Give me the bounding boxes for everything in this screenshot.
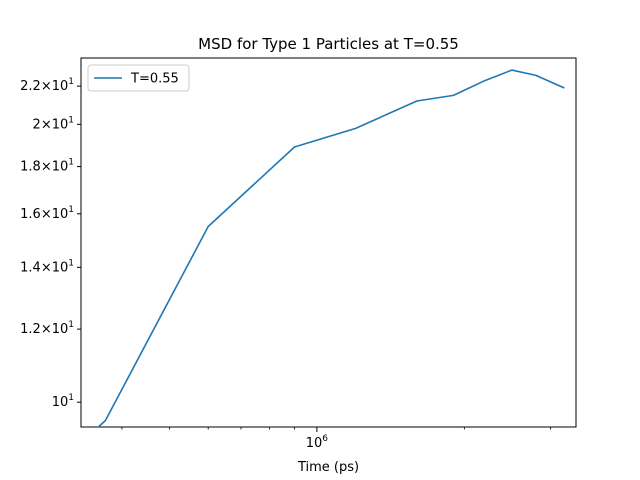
- x-axis-label: Time (ps): [297, 460, 359, 475]
- y-tick-label: 1.6×101: [20, 205, 74, 222]
- plot-frame: [80, 57, 577, 428]
- y-tick-label: 1.2×101: [20, 320, 74, 337]
- legend-frame: [87, 64, 190, 92]
- y-tick-label: 1.8×101: [20, 158, 74, 175]
- y-tick-label: 101: [52, 393, 74, 410]
- x-tick-label: 106: [306, 434, 329, 451]
- chart-title: MSD for Type 1 Particles at T=0.55: [198, 35, 459, 53]
- y-tick-label: 1.4×101: [20, 258, 74, 275]
- y-tick-label: 2.2×101: [20, 77, 74, 94]
- legend-label: T=0.55: [130, 72, 179, 87]
- y-tick-label: 2×101: [33, 115, 74, 132]
- legend: T=0.55: [87, 64, 190, 92]
- series-layer: [97, 69, 565, 427]
- series-line: [97, 69, 565, 427]
- axis-ticks: 101 1.2×101 1.4×101 1.6×101 1.8×101 2×101 2.2×…: [20, 77, 552, 451]
